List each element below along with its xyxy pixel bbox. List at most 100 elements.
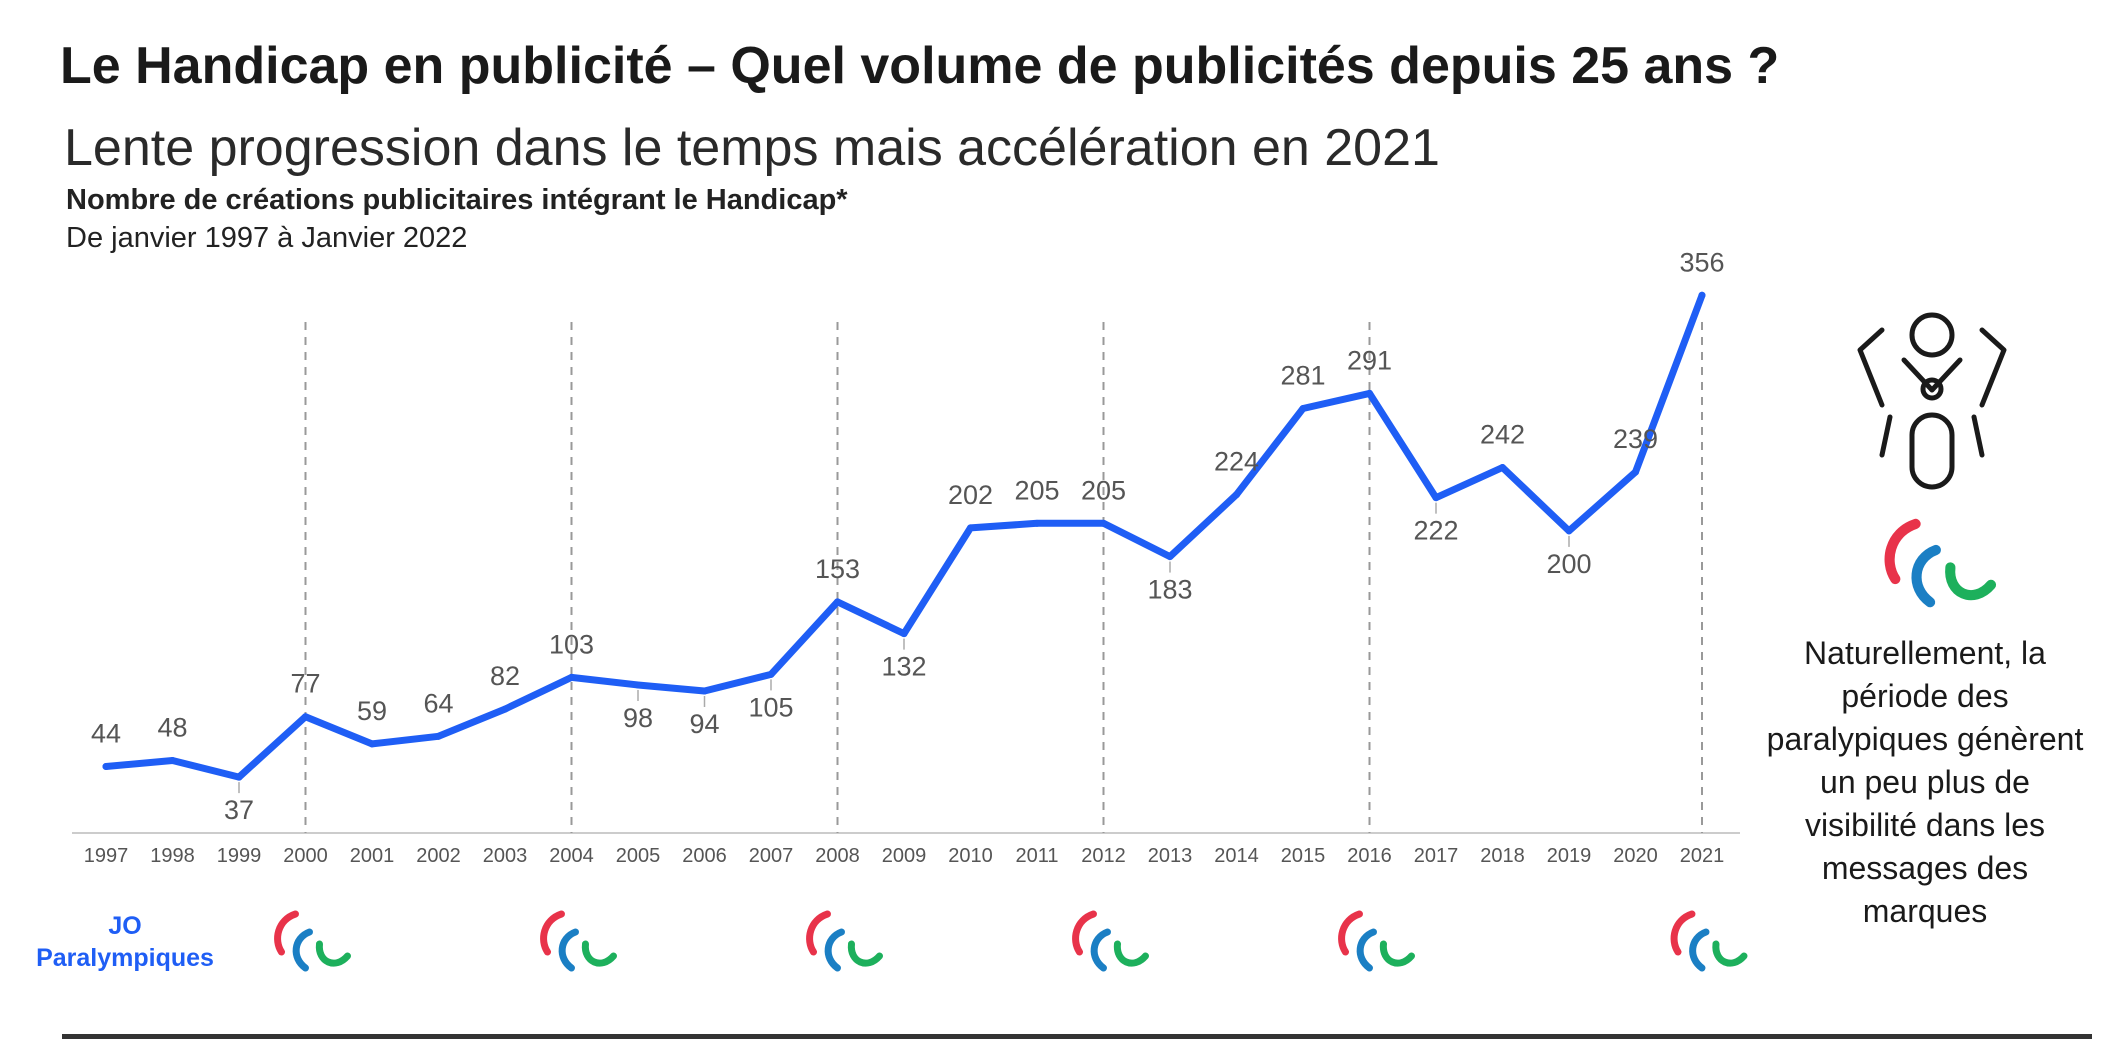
x-tick-label: 2020 — [1613, 845, 1658, 867]
data-point — [501, 705, 509, 713]
side-note-text: Naturellement, la période des paralypiqu… — [1766, 635, 2084, 929]
series-line — [102, 291, 1706, 781]
agitos-blue-arc — [1090, 928, 1111, 972]
x-tick-label: 2011 — [1015, 845, 1058, 867]
chart-title: Nombre de créations publicitaires intégr… — [66, 184, 848, 216]
medal-icon — [1920, 377, 1944, 401]
data-point — [1632, 468, 1639, 476]
x-tick-label: 2002 — [416, 845, 461, 867]
data-label: 205 — [1014, 475, 1059, 505]
data-label: 183 — [1147, 575, 1192, 605]
athlete-arms — [1857, 327, 2007, 408]
paralympic-agitos-icon — [806, 910, 883, 972]
agitos-red-arc — [1072, 910, 1097, 956]
x-tick-label: 2005 — [616, 845, 661, 867]
data-label: 222 — [1413, 516, 1458, 546]
x-tick-label: 1998 — [150, 845, 195, 867]
data-label: 98 — [623, 703, 653, 733]
x-tick-label: 1997 — [84, 845, 129, 867]
paralympic-agitos-icon — [540, 910, 617, 972]
data-point — [1565, 527, 1573, 535]
agitos-blue-arc — [1356, 928, 1377, 972]
data-label: 242 — [1480, 419, 1525, 449]
data-point — [568, 673, 575, 681]
x-tick-label: 2018 — [1480, 845, 1525, 867]
agitos-blue-arc — [558, 928, 579, 972]
page-title: Le Handicap en publicité – Quel volume d… — [60, 37, 1780, 95]
agitos-red-arc — [540, 910, 565, 956]
x-tick-label: 2016 — [1347, 845, 1392, 867]
paralympic-agitos-icon — [1670, 910, 1748, 972]
data-label: 153 — [815, 554, 860, 584]
x-tick-label: 2008 — [815, 845, 860, 867]
data-label: 48 — [157, 712, 187, 742]
x-tick-label: 2004 — [549, 845, 594, 867]
agitos-green-arc — [581, 940, 617, 967]
data-label: 205 — [1081, 475, 1126, 505]
agitos-blue-arc — [1689, 928, 1710, 972]
data-label: 132 — [881, 652, 926, 682]
data-point — [435, 732, 442, 740]
data-point — [102, 763, 110, 771]
data-label: 59 — [357, 696, 387, 726]
agitos-red-arc — [806, 910, 831, 956]
agitos-green-arc — [1712, 940, 1748, 967]
data-point — [767, 670, 775, 678]
x-tick-label: 2019 — [1547, 845, 1592, 867]
data-label: 64 — [423, 688, 453, 718]
x-tick-label: 2021 — [1680, 845, 1725, 867]
data-label: 200 — [1546, 549, 1591, 579]
agitos-blue-arc — [292, 928, 313, 972]
x-tick-label: 2009 — [882, 845, 927, 867]
data-point — [1698, 291, 1706, 299]
x-tick-label: 2017 — [1414, 845, 1459, 867]
data-point — [169, 756, 176, 764]
bottom-divider — [62, 1034, 2092, 1039]
data-label: 224 — [1214, 447, 1259, 477]
data-point — [368, 740, 376, 748]
x-tick-label: 2003 — [483, 845, 528, 867]
data-point — [634, 681, 642, 689]
chart-period: De janvier 1997 à Janvier 2022 — [66, 222, 468, 254]
agitos-blue-arc — [1911, 544, 1941, 608]
x-tick-label: 2006 — [682, 845, 727, 867]
x-tick-label: 1999 — [217, 845, 262, 867]
data-label: 202 — [948, 480, 993, 510]
athlete-head — [1909, 312, 1955, 358]
data-point — [235, 773, 243, 781]
data-label: 105 — [748, 692, 793, 722]
data-point — [302, 713, 309, 721]
data-point — [1499, 463, 1506, 471]
jo-paralympiques-label: JO Paralympiques — [36, 912, 214, 972]
agitos-red-arc — [1884, 518, 1921, 585]
data-point — [1299, 405, 1307, 413]
x-tick-label: 2001 — [350, 845, 395, 867]
data-point — [1432, 494, 1440, 502]
data-label: 356 — [1679, 247, 1724, 277]
data-point — [900, 630, 908, 638]
agitos-green-arc — [847, 940, 883, 967]
data-point — [1100, 519, 1107, 527]
data-label: 281 — [1280, 361, 1325, 391]
data-point — [1233, 491, 1240, 499]
agitos-green-arc — [1945, 562, 1997, 601]
agitos-green-arc — [1113, 940, 1149, 967]
data-point — [834, 598, 841, 606]
data-point — [1033, 519, 1041, 527]
paralympic-agitos-icon — [1072, 910, 1149, 972]
athlete-body — [1909, 412, 1955, 490]
agitos-green-arc — [315, 940, 351, 967]
agitos-red-arc — [1338, 910, 1363, 956]
data-point — [1166, 553, 1174, 561]
x-tick-label: 2007 — [749, 845, 794, 867]
data-label: 82 — [490, 661, 520, 691]
agitos-blue-arc — [824, 928, 845, 972]
paralympic-agitos-icon — [1338, 910, 1415, 972]
data-label: 37 — [224, 795, 254, 825]
page-subtitle: Lente progression dans le temps mais acc… — [64, 119, 1440, 177]
data-point — [1366, 389, 1373, 397]
data-label: 291 — [1347, 345, 1392, 375]
agitos-red-arc — [274, 910, 299, 956]
x-tick-label: 2010 — [948, 845, 993, 867]
